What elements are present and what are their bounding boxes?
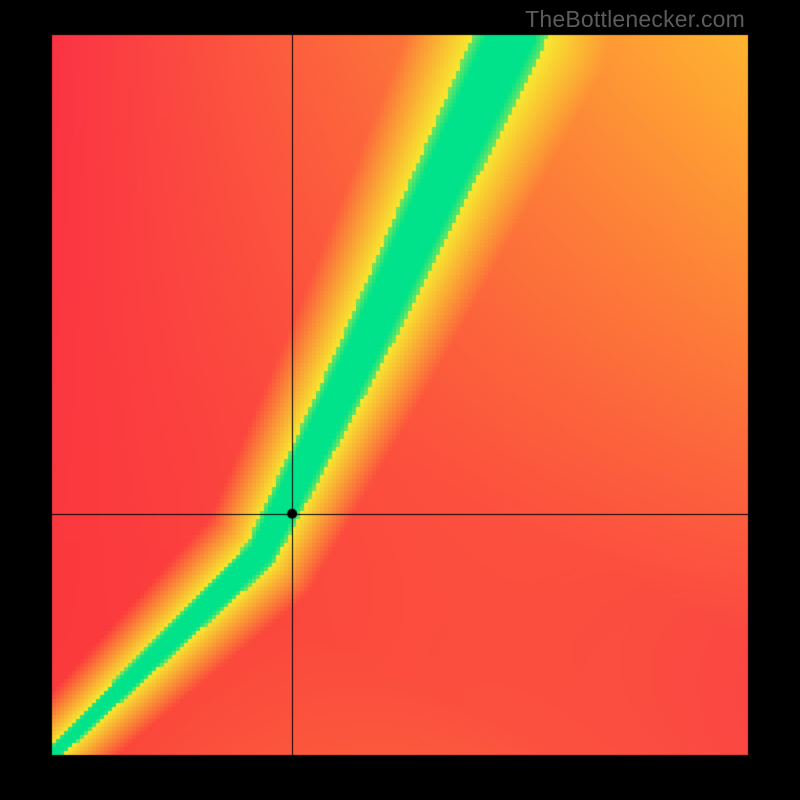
watermark-text: TheBottlenecker.com	[525, 6, 745, 33]
heatmap-canvas	[0, 0, 800, 800]
